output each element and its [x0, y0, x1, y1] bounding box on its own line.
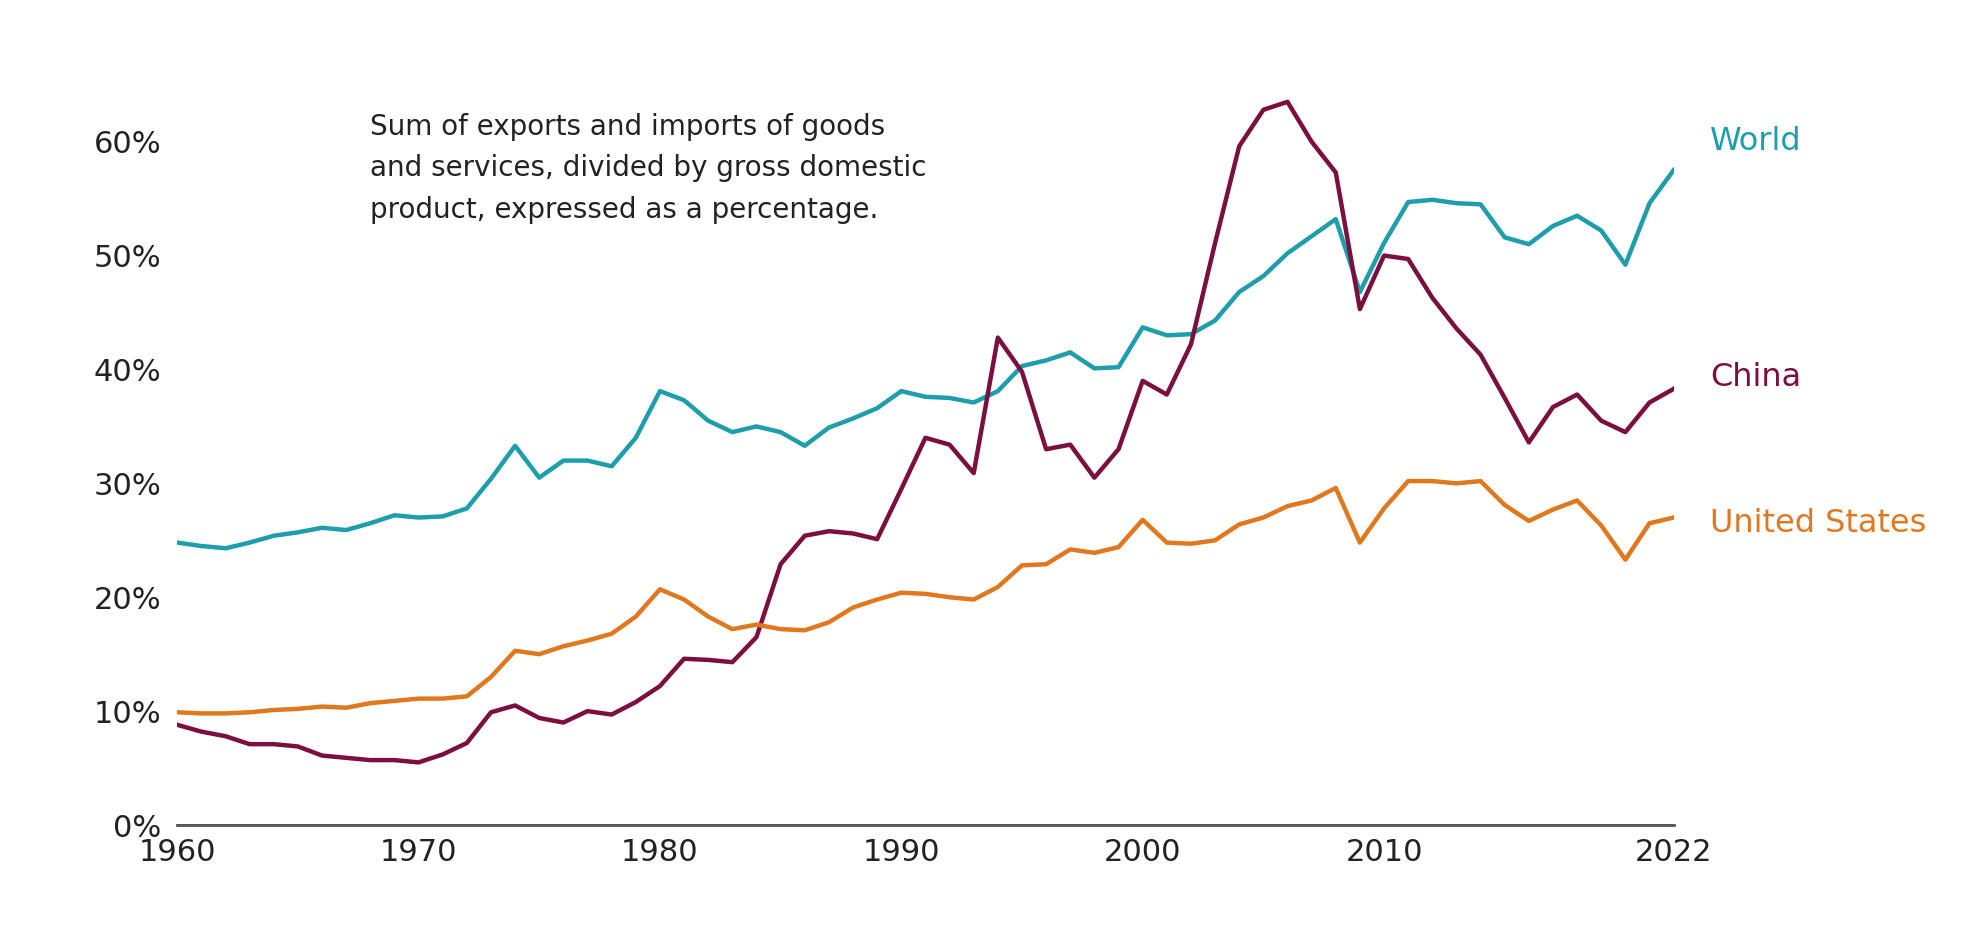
Text: World: World: [1709, 126, 1802, 158]
Text: China: China: [1709, 362, 1802, 393]
Text: United States: United States: [1709, 508, 1926, 539]
Text: Sum of exports and imports of goods
and services, divided by gross domestic
prod: Sum of exports and imports of goods and …: [370, 113, 927, 223]
